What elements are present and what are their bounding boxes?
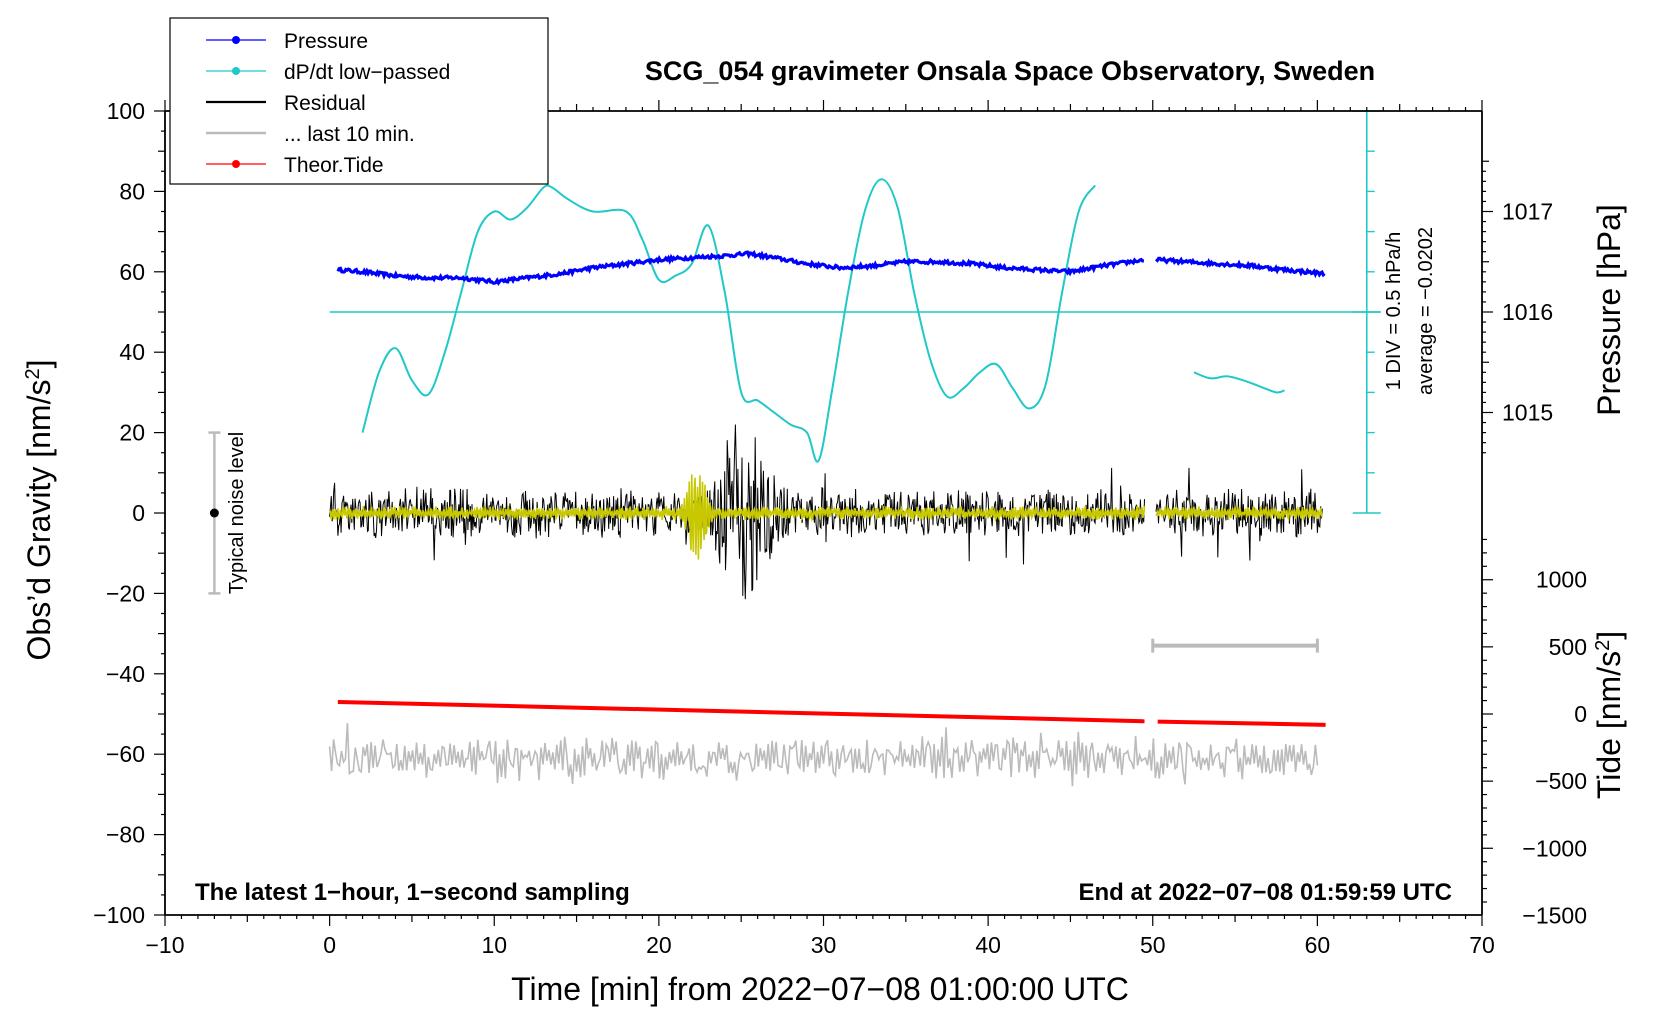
y-tick-label: −80 [106, 822, 145, 848]
tide-axis-title-close: ] [1591, 631, 1627, 640]
dpdt-average-label: average = −0.0202 [1415, 227, 1437, 395]
pressure-tick-label: 1017 [1502, 199, 1553, 225]
sampling-note: The latest 1−hour, 1−second sampling [195, 879, 630, 906]
y-tick-label: 0 [132, 500, 145, 526]
tide-tick-label: 0 [1574, 701, 1587, 727]
tide-axis-title-sup: 2 [1592, 640, 1614, 651]
tide-tick-label: −1500 [1522, 902, 1587, 928]
legend-marker [232, 36, 240, 44]
pressure-line-1 [336, 249, 1144, 287]
filtered-residual-line-1 [329, 474, 1146, 560]
tide-axis-title: Tide [nm/s2] [1591, 631, 1627, 799]
y-tick-label: 40 [119, 339, 145, 365]
tide-axis-title-main: Tide [nm/s [1591, 651, 1627, 799]
noise-bar-center-dot [209, 508, 219, 518]
series-layer [208, 110, 1381, 787]
x-tick-label: −10 [145, 932, 184, 958]
end-time-note: End at 2022−07−08 01:59:59 UTC [1078, 879, 1452, 906]
dpdt-scale-label: 1 DIV = 0.5 hPa/h [1383, 232, 1405, 390]
y-tick-label: 20 [119, 420, 145, 446]
y-axis-title: Obs’d Gravity [nm/s2] [21, 360, 57, 661]
tide-line-2 [1157, 719, 1326, 727]
x-tick-label: 30 [811, 932, 837, 958]
filtered-residual-line-2 [1155, 505, 1324, 522]
residual-line-1 [329, 424, 1145, 600]
axes-layer: −10 0 10 20 30 40 50 60 70100806040200−20−40−60−… [93, 98, 1587, 958]
x-tick-label: 50 [1140, 932, 1166, 958]
y-axis-title-close: ] [21, 360, 57, 369]
legend-label: Theor.Tide [284, 154, 384, 177]
legend-label: ... last 10 min. [284, 123, 415, 146]
x-axis-title: Time [min] from 2022−07−08 01:00:00 UTC [511, 971, 1129, 1007]
dpdt-line-2 [1193, 371, 1285, 394]
tide-tick-label: −1000 [1522, 835, 1587, 861]
y-tick-label: −40 [106, 661, 145, 687]
legend: Pressure dP/dt low−passed Residual ... last… [169, 17, 549, 185]
legend-label: Pressure [284, 30, 368, 53]
tide-tick-label: 1000 [1536, 567, 1587, 593]
y-tick-label: −100 [93, 902, 145, 928]
pressure-tick-label: 1015 [1502, 400, 1553, 426]
pressure-tick-label: 1016 [1502, 299, 1553, 325]
x-tick-label: 40 [975, 932, 1001, 958]
legend-label: dP/dt low−passed [284, 61, 450, 84]
y-axis-title-sup: 2 [22, 368, 44, 379]
dpdt-line-1 [361, 178, 1096, 463]
chart-title: SCG_054 gravimeter Onsala Space Observat… [645, 56, 1375, 86]
legend-marker [232, 67, 240, 75]
y-tick-label: 60 [119, 259, 145, 285]
x-tick-label: 70 [1469, 932, 1495, 958]
last-10-min-line [328, 723, 1319, 787]
pressure-line-2 [1154, 256, 1326, 279]
x-tick-label: 60 [1305, 932, 1331, 958]
y-tick-label: 100 [107, 98, 145, 124]
y-tick-label: −60 [106, 741, 145, 767]
legend-label: Residual [284, 92, 366, 115]
pressure-axis-title: Pressure [hPa] [1591, 204, 1627, 416]
noise-level-label: Typical noise level [226, 432, 248, 594]
y-tick-label: 80 [119, 178, 145, 204]
legend-marker [232, 160, 240, 168]
tide-tick-label: 500 [1549, 634, 1587, 660]
x-tick-label: 0 [323, 932, 336, 958]
x-tick-label: 20 [646, 932, 672, 958]
x-tick-label: 10 [481, 932, 507, 958]
y-axis-title-main: Obs’d Gravity [nm/s [21, 380, 57, 661]
y-tick-label: −20 [106, 580, 145, 606]
tide-line-1 [337, 699, 1145, 724]
tide-tick-label: −500 [1535, 768, 1587, 794]
